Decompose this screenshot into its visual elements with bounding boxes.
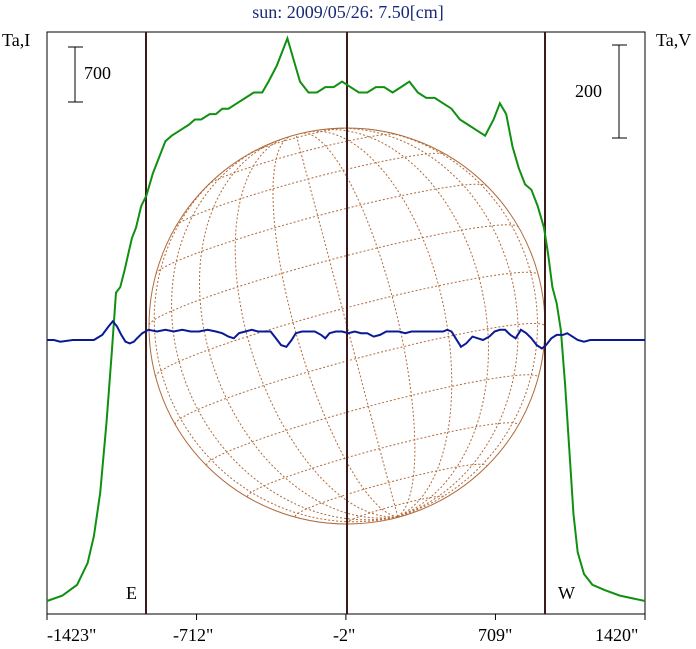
- chart-title: sun: 2009/05/26: 7.50[cm]: [252, 2, 444, 22]
- x-tick-label: 1420": [595, 625, 639, 645]
- grid-line: [272, 135, 398, 518]
- grid-line: [155, 271, 539, 377]
- grid-line: [345, 495, 446, 524]
- x-tick-label: -1423": [47, 625, 97, 645]
- right-axis-label: Ta,V: [656, 30, 692, 50]
- grid-line: [365, 128, 539, 518]
- grid-line: [301, 132, 416, 517]
- grid-line: [294, 463, 488, 517]
- grid-line: [295, 134, 399, 517]
- x-tick-label: -2": [333, 625, 356, 645]
- grid-line: [247, 422, 519, 497]
- grid-line: [153, 163, 398, 523]
- polarization-series-line: [47, 319, 645, 350]
- grid-line: [306, 130, 453, 518]
- grid-line: [331, 127, 519, 518]
- left-scale-bar-label: 700: [84, 63, 111, 83]
- left-axis-label: Ta,I: [2, 30, 31, 50]
- grid-line: [198, 141, 398, 519]
- right-scale-bar: [612, 44, 627, 139]
- intensity-series-line: [46, 35, 646, 602]
- grid-line: [174, 322, 546, 425]
- grid-line: [234, 137, 398, 518]
- x-tick-label: -712": [173, 625, 214, 645]
- left-scale-bar: [68, 46, 83, 103]
- east-limb-label: E: [126, 583, 137, 603]
- x-tick-label: 709": [478, 625, 513, 645]
- grid-line: [206, 374, 539, 466]
- grid-line: [155, 183, 488, 275]
- west-limb-label: W: [558, 583, 575, 603]
- grid-line: [148, 224, 519, 326]
- grid-line: [251, 127, 344, 154]
- grid-line: [175, 152, 446, 227]
- x-ticks: [46, 614, 646, 620]
- right-scale-bar-label: 200: [575, 81, 602, 101]
